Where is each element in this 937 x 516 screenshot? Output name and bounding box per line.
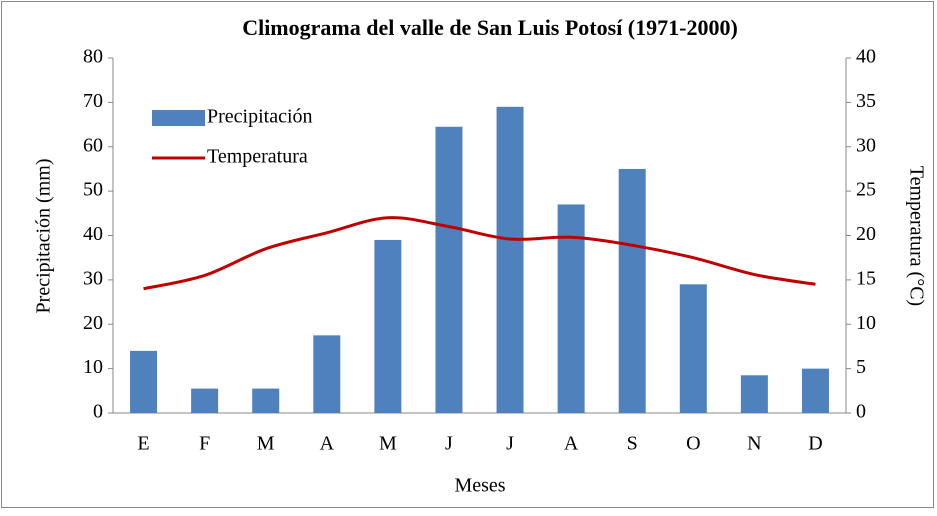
y2-tick-label: 5 <box>856 356 866 378</box>
x-tick-label: M <box>379 433 397 455</box>
chart-border <box>1 1 934 508</box>
y2-tick-label: 30 <box>856 134 876 156</box>
y2-tick-label: 0 <box>856 401 866 423</box>
x-tick-label: D <box>808 433 822 455</box>
bar <box>496 106 524 413</box>
bar <box>313 335 341 413</box>
y-tick-label: 70 <box>83 90 103 112</box>
x-tick-label: E <box>137 433 149 455</box>
bar <box>374 239 402 413</box>
y-tick-label: 20 <box>83 312 103 334</box>
y-axis-label: Precipitación (mm) <box>33 159 55 314</box>
y2-axis-label: Temperatura (°C) <box>905 166 927 306</box>
bar <box>801 368 829 413</box>
x-tick-label: F <box>199 433 210 455</box>
y2-tick-label: 40 <box>856 46 876 68</box>
legend-label: Precipitación <box>207 106 313 128</box>
x-tick-label: A <box>564 433 579 455</box>
x-tick-label: J <box>445 433 453 455</box>
y-tick-label: 80 <box>83 46 103 68</box>
y2-tick-label: 10 <box>856 312 876 334</box>
y2-tick-label: 15 <box>856 267 876 289</box>
y-tick-label: 50 <box>83 179 103 201</box>
x-tick-label: O <box>686 433 700 455</box>
x-tick-label: A <box>320 433 335 455</box>
x-axis-label: Meses <box>454 475 505 497</box>
y-tick-label: 10 <box>83 356 103 378</box>
bar <box>679 284 707 413</box>
legend-label: Temperatura <box>207 146 308 168</box>
x-tick-label: J <box>506 433 514 455</box>
bar <box>740 375 768 413</box>
y-tick-label: 30 <box>83 267 103 289</box>
x-tick-label: N <box>747 433 761 455</box>
x-tick-label: M <box>257 433 275 455</box>
bar <box>435 126 463 413</box>
bar <box>130 350 158 413</box>
y-tick-label: 60 <box>83 134 103 156</box>
y2-tick-label: 35 <box>856 90 876 112</box>
y2-tick-label: 25 <box>856 179 876 201</box>
y2-tick-label: 20 <box>856 223 876 245</box>
x-tick-label: S <box>627 433 638 455</box>
bar <box>618 168 646 413</box>
bar <box>252 388 280 413</box>
bar <box>191 388 219 413</box>
chart-title: Climograma del valle de San Luis Potosí … <box>242 15 738 40</box>
legend-swatch <box>152 110 205 126</box>
y-tick-label: 40 <box>83 223 103 245</box>
line <box>143 216 816 291</box>
y-tick-label: 0 <box>93 401 103 423</box>
